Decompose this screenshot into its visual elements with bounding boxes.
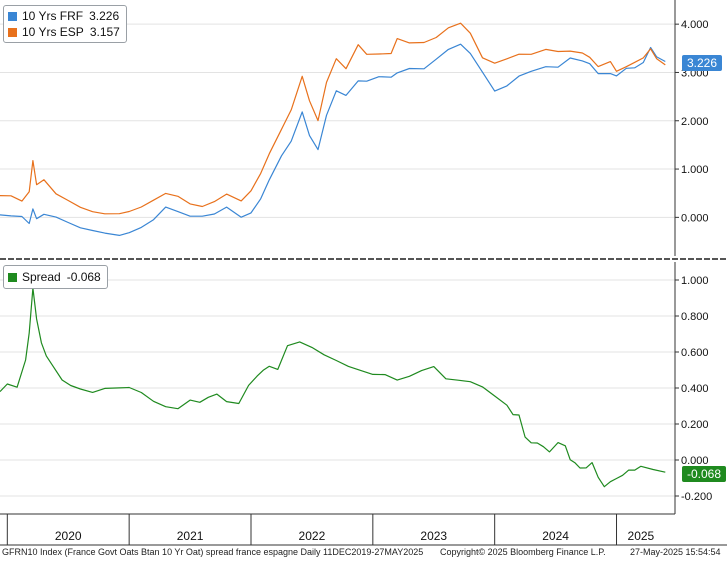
footer-timestamp: 27-May-2025 15:54:54 bbox=[630, 547, 721, 557]
frf-swatch-icon bbox=[8, 11, 17, 21]
spread-y-tick-label-2: 0.200 bbox=[681, 419, 709, 431]
x-tick-label-3: 2023 bbox=[420, 529, 447, 543]
price-y-tick-label-4: 4.000 bbox=[681, 19, 709, 31]
legend-esp-value: 3.157 bbox=[89, 25, 120, 39]
spread-y-tick-label-3: 0.400 bbox=[681, 383, 709, 395]
legend-item-esp: 10 Yrs ESP 3.157 bbox=[8, 24, 120, 40]
footer-description-text: GFRN10 Index (France Govt Oats Btan 10 Y… bbox=[2, 547, 298, 557]
price-y-tick-label-0: 0.000 bbox=[681, 212, 709, 224]
esp-swatch-icon bbox=[8, 27, 17, 37]
x-tick-label-5: 2025 bbox=[628, 529, 655, 543]
x-tick-label-0: 2020 bbox=[55, 529, 82, 543]
spread-series-line-0 bbox=[0, 287, 666, 488]
footer-description: GFRN10 Index (France Govt Oats Btan 10 Y… bbox=[2, 547, 423, 557]
x-tick-label-2: 2022 bbox=[299, 529, 326, 543]
legend-frf-label: 10 Yrs FRF bbox=[22, 9, 84, 23]
legend-item-frf: 10 Yrs FRF 3.226 bbox=[8, 8, 120, 24]
legend-spread-label: Spread bbox=[22, 270, 61, 284]
price-series-line-0 bbox=[0, 43, 666, 236]
top-legend: 10 Yrs FRF 3.226 10 Yrs ESP 3.157 bbox=[3, 5, 127, 43]
frf-last-value-tag: 3.226 bbox=[682, 55, 723, 71]
x-tick-label-4: 2024 bbox=[542, 529, 569, 543]
spread-y-tick-label-0: -0.200 bbox=[681, 491, 712, 503]
spread-y-tick-label-1: 0.000 bbox=[681, 455, 709, 467]
legend-esp-label: 10 Yrs ESP bbox=[22, 25, 84, 39]
spread-last-value-tag: -0.068 bbox=[682, 466, 727, 482]
price-y-tick-label-1: 1.000 bbox=[681, 164, 709, 176]
spread-swatch-icon bbox=[8, 272, 17, 282]
legend-item-spread: Spread -0.068 bbox=[8, 269, 101, 285]
spread-y-tick-label-4: 0.600 bbox=[681, 347, 709, 359]
footer-range: Daily 11DEC2019-27MAY2025 bbox=[300, 547, 424, 557]
footer-copyright: Copyright© 2025 Bloomberg Finance L.P. bbox=[440, 547, 606, 557]
legend-spread-value: -0.068 bbox=[66, 270, 101, 284]
price-y-tick-label-2: 2.000 bbox=[681, 116, 709, 128]
legend-frf-value: 3.226 bbox=[89, 9, 120, 23]
price-series-line-1 bbox=[0, 22, 666, 215]
spread-y-tick-label-5: 0.800 bbox=[681, 311, 709, 323]
bottom-legend: Spread -0.068 bbox=[3, 265, 108, 289]
x-tick-label-1: 2021 bbox=[177, 529, 204, 543]
spread-y-tick-label-6: 1.000 bbox=[681, 275, 709, 287]
